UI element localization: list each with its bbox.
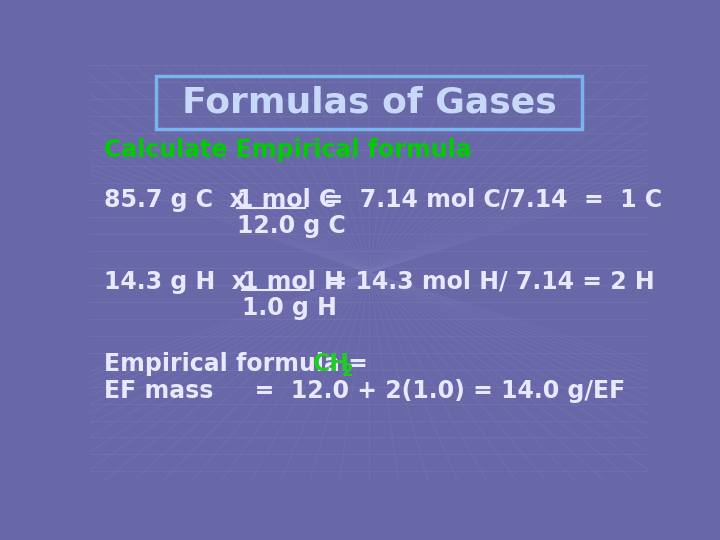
Text: =  7.14 mol C/7.14  =  1 C: = 7.14 mol C/7.14 = 1 C	[307, 187, 662, 212]
Text: = 14.3 mol H/ 7.14 = 2 H: = 14.3 mol H/ 7.14 = 2 H	[311, 270, 654, 294]
Text: 1 mol C: 1 mol C	[238, 187, 336, 212]
Text: CH: CH	[313, 352, 350, 375]
Text: Formulas of Gases: Formulas of Gases	[181, 85, 557, 119]
Text: 1 mol H: 1 mol H	[242, 270, 343, 294]
Text: 12.0 g C: 12.0 g C	[238, 214, 346, 239]
Text: 1.0 g H: 1.0 g H	[242, 296, 337, 320]
Text: Calculate Empirical formula: Calculate Empirical formula	[104, 138, 472, 161]
Text: 85.7 g C  x: 85.7 g C x	[104, 187, 253, 212]
Text: EF mass     =  12.0 + 2(1.0) = 14.0 g/EF: EF mass = 12.0 + 2(1.0) = 14.0 g/EF	[104, 379, 625, 403]
Text: Empirical formula =: Empirical formula =	[104, 352, 392, 375]
Text: 2: 2	[342, 362, 354, 380]
Text: 14.3 g H  x: 14.3 g H x	[104, 270, 255, 294]
